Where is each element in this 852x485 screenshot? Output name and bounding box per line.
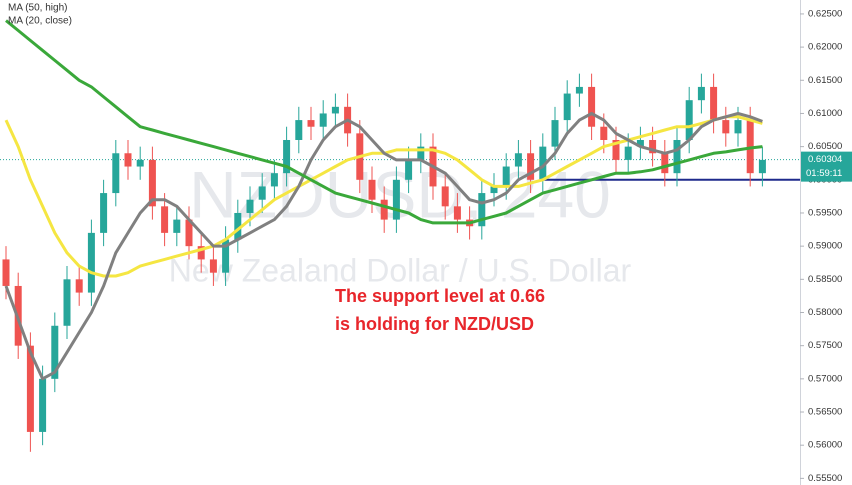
candle-body xyxy=(283,139,291,174)
candle-body xyxy=(368,179,376,200)
candle-body xyxy=(661,153,669,174)
candle-body xyxy=(246,199,254,213)
candle-body xyxy=(380,199,388,220)
candle-body xyxy=(87,232,95,293)
candle-body xyxy=(649,139,657,154)
candle-body xyxy=(136,159,144,167)
candle-body xyxy=(722,120,730,134)
y-tick-label: 0.59000 xyxy=(808,241,842,252)
candle-body xyxy=(710,86,718,121)
watermark: NZDUSD, 240 xyxy=(189,157,611,231)
last-price-label: 0.60304 xyxy=(808,154,842,165)
candle-body xyxy=(588,86,596,127)
candle-body xyxy=(685,100,693,140)
candle-body xyxy=(2,259,10,286)
y-tick-label: 0.62500 xyxy=(808,8,842,19)
y-tick-label: 0.57000 xyxy=(808,373,842,384)
y-tick-label: 0.58000 xyxy=(808,307,842,318)
annotation: The support level at 0.66 xyxy=(335,286,545,306)
countdown: 01:59:11 xyxy=(806,168,842,179)
candle-body xyxy=(502,166,510,187)
moving-average xyxy=(5,19,763,225)
candle-body xyxy=(405,159,413,180)
candle-body xyxy=(575,86,583,94)
y-tick-label: 0.55500 xyxy=(808,473,842,484)
y-tick-label: 0.58500 xyxy=(808,274,842,285)
candle-body xyxy=(173,219,181,233)
last-price-box xyxy=(801,151,852,182)
candle-body xyxy=(148,159,156,207)
candle-body xyxy=(527,153,535,180)
legend-entry: MA (20, close) xyxy=(8,16,72,27)
y-tick-label: 0.59500 xyxy=(808,207,842,218)
candle-body xyxy=(636,139,644,147)
candle-body xyxy=(75,279,83,293)
y-tick-label: 0.56500 xyxy=(808,407,842,418)
candle-body xyxy=(39,378,47,432)
candle-body xyxy=(26,345,34,432)
candle-body xyxy=(734,120,742,134)
watermark-subtitle: New Zealand Dollar / U.S. Dollar xyxy=(169,252,632,288)
candle-body xyxy=(222,239,230,273)
candle-body xyxy=(112,153,120,194)
candle-body xyxy=(63,279,71,326)
candle-body xyxy=(673,139,681,174)
candle-body xyxy=(758,159,766,174)
y-tick-label: 0.60500 xyxy=(808,141,842,152)
y-tick-label: 0.57500 xyxy=(808,340,842,351)
candle-body xyxy=(441,186,449,207)
candle-body xyxy=(600,126,608,140)
candle-body xyxy=(270,173,278,187)
candle-body xyxy=(185,219,193,247)
candle-body xyxy=(612,139,620,160)
candle-body xyxy=(331,106,339,114)
candle-body xyxy=(392,179,400,220)
candle-body xyxy=(563,93,571,121)
y-tick-label: 0.61000 xyxy=(808,108,842,119)
annotation: is holding for NZD/USD xyxy=(335,314,534,334)
candle-body xyxy=(258,186,266,200)
legend-entry: MA (50, high) xyxy=(8,3,67,14)
candle-body xyxy=(124,153,132,167)
candle-body xyxy=(478,193,486,227)
candle-body xyxy=(295,120,303,140)
candle-body xyxy=(624,146,632,160)
candle-body xyxy=(307,120,315,127)
candle-body xyxy=(490,186,498,194)
candle-body xyxy=(161,206,169,233)
candle-body xyxy=(209,259,217,273)
candle-body xyxy=(197,246,205,260)
y-tick-label: 0.61500 xyxy=(808,75,842,86)
candle-body xyxy=(697,86,705,101)
candle-body xyxy=(234,212,242,240)
candle-body xyxy=(539,146,547,180)
candle-body xyxy=(100,193,108,233)
candle-body xyxy=(319,113,327,127)
candle-body xyxy=(417,146,425,160)
candle-body xyxy=(453,206,461,220)
moving-average xyxy=(4,112,763,381)
candle-body xyxy=(514,153,522,167)
y-tick-label: 0.56000 xyxy=(808,440,842,451)
y-tick-label: 0.62000 xyxy=(808,42,842,53)
candle-body xyxy=(551,120,559,147)
candle-body xyxy=(51,325,59,379)
